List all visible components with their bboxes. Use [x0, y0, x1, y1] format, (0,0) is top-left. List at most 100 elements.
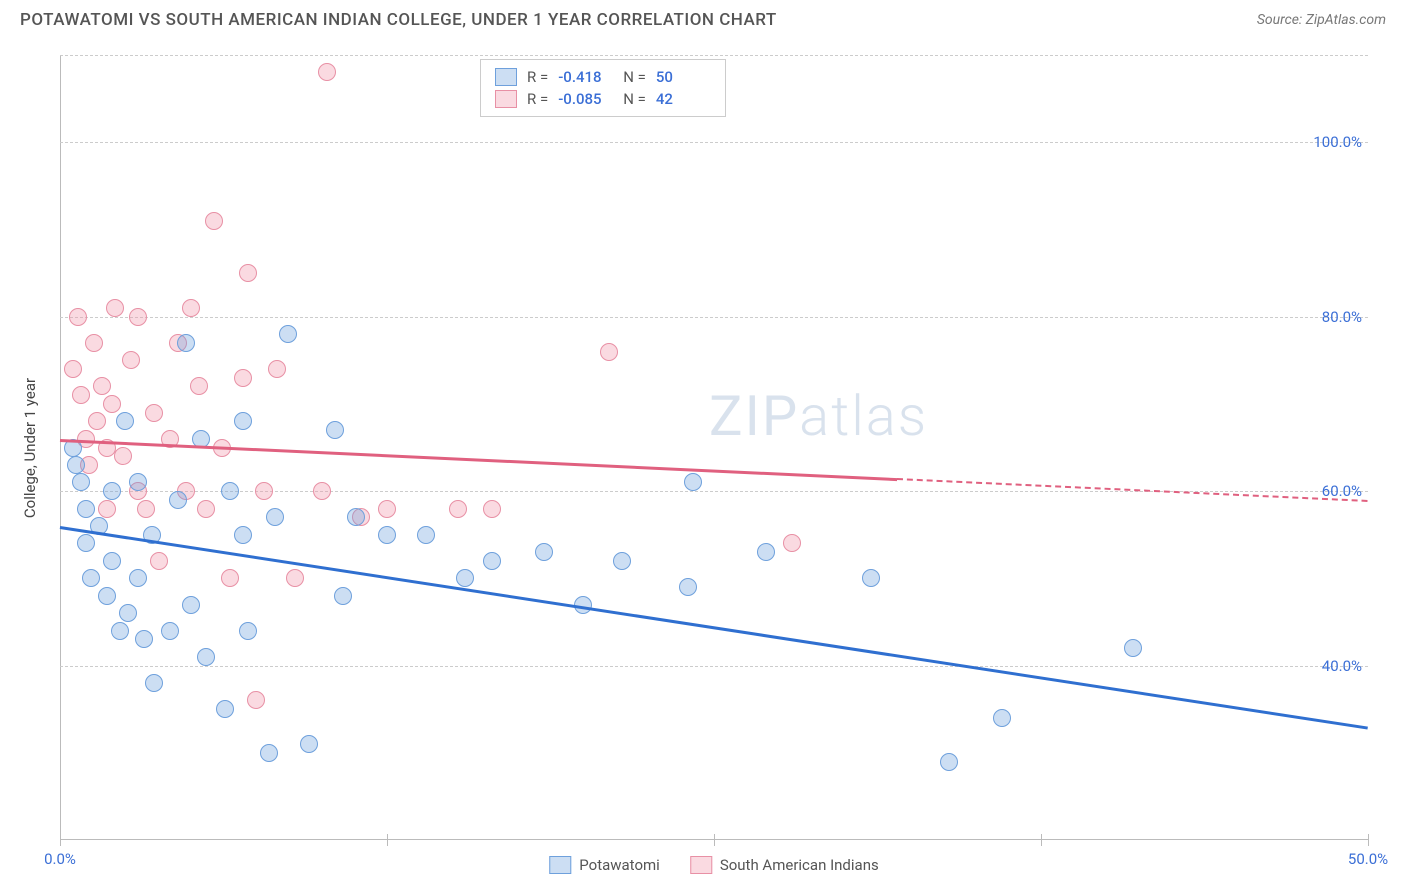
data-point: [940, 753, 958, 771]
data-point: [679, 578, 697, 596]
plot-area: ZIPatlas R = -0.418 N = 50 R = -0.085 N …: [60, 55, 1368, 840]
data-point: [103, 482, 121, 500]
data-point: [182, 299, 200, 317]
data-point: [234, 369, 252, 387]
source-attribution: Source: ZipAtlas.com: [1257, 12, 1386, 28]
data-point: [197, 500, 215, 518]
swatch-icon: [495, 90, 517, 108]
data-point: [613, 552, 631, 570]
y-tick-label: 100.0%: [1313, 133, 1362, 151]
data-point: [197, 648, 215, 666]
data-point: [77, 534, 95, 552]
data-point: [268, 360, 286, 378]
data-point: [234, 526, 252, 544]
data-point: [221, 569, 239, 587]
legend-item: Potawatomi: [549, 856, 660, 874]
data-point: [150, 552, 168, 570]
data-point: [114, 447, 132, 465]
data-point: [326, 421, 344, 439]
data-point: [106, 299, 124, 317]
data-point: [82, 569, 100, 587]
data-point: [234, 412, 252, 430]
data-point: [137, 500, 155, 518]
data-point: [862, 569, 880, 587]
x-tick-mark: [714, 834, 715, 846]
y-tick-label: 80.0%: [1322, 308, 1362, 326]
x-tick-mark: [1368, 834, 1369, 846]
data-point: [286, 569, 304, 587]
data-point: [993, 709, 1011, 727]
data-point: [119, 604, 137, 622]
chart-header: POTAWATOMI VS SOUTH AMERICAN INDIAN COLL…: [0, 0, 1406, 36]
data-point: [334, 587, 352, 605]
swatch-icon: [495, 68, 517, 86]
data-point: [684, 473, 702, 491]
data-point: [783, 534, 801, 552]
data-point: [456, 569, 474, 587]
data-point: [318, 63, 336, 81]
stat-row: R = -0.418 N = 50: [495, 66, 711, 88]
data-point: [1124, 639, 1142, 657]
legend-item: South American Indians: [690, 856, 879, 874]
data-point: [260, 744, 278, 762]
x-tick-label: 50.0%: [1348, 850, 1388, 868]
data-point: [757, 543, 775, 561]
data-point: [129, 308, 147, 326]
swatch-icon: [549, 856, 571, 874]
stat-box: R = -0.418 N = 50 R = -0.085 N = 42: [480, 59, 726, 117]
data-point: [145, 674, 163, 692]
regression-line: [897, 478, 1368, 502]
data-point: [161, 622, 179, 640]
data-point: [483, 552, 501, 570]
data-point: [177, 334, 195, 352]
data-point: [129, 569, 147, 587]
gridline: [60, 142, 1368, 143]
data-point: [77, 500, 95, 518]
data-point: [205, 212, 223, 230]
data-point: [216, 700, 234, 718]
y-axis: [60, 55, 61, 840]
data-point: [69, 308, 87, 326]
gridline: [60, 317, 1368, 318]
data-point: [169, 491, 187, 509]
data-point: [449, 500, 467, 518]
data-point: [64, 360, 82, 378]
data-point: [483, 500, 501, 518]
data-point: [347, 508, 365, 526]
data-point: [190, 377, 208, 395]
x-tick-mark: [60, 834, 61, 846]
x-tick-mark: [387, 834, 388, 846]
data-point: [103, 395, 121, 413]
data-point: [103, 552, 121, 570]
data-point: [67, 456, 85, 474]
y-axis-label: College, Under 1 year: [21, 377, 39, 517]
data-point: [239, 622, 257, 640]
data-point: [378, 526, 396, 544]
scatter-chart: College, Under 1 year ZIPatlas R = -0.41…: [48, 55, 1368, 840]
data-point: [85, 334, 103, 352]
gridline: [60, 666, 1368, 667]
data-point: [255, 482, 273, 500]
data-point: [266, 508, 284, 526]
data-point: [182, 596, 200, 614]
data-point: [535, 543, 553, 561]
data-point: [98, 587, 116, 605]
data-point: [239, 264, 257, 282]
data-point: [145, 404, 163, 422]
data-point: [129, 473, 147, 491]
data-point: [417, 526, 435, 544]
y-tick-label: 40.0%: [1322, 657, 1362, 675]
data-point: [88, 412, 106, 430]
data-point: [72, 473, 90, 491]
stat-row: R = -0.085 N = 42: [495, 88, 711, 110]
data-point: [93, 377, 111, 395]
bottom-legend: Potawatomi South American Indians: [549, 856, 878, 874]
data-point: [313, 482, 331, 500]
data-point: [135, 630, 153, 648]
data-point: [116, 412, 134, 430]
data-point: [300, 735, 318, 753]
data-point: [378, 500, 396, 518]
watermark: ZIPatlas: [709, 383, 928, 449]
x-tick-label: 0.0%: [44, 850, 76, 868]
data-point: [247, 691, 265, 709]
